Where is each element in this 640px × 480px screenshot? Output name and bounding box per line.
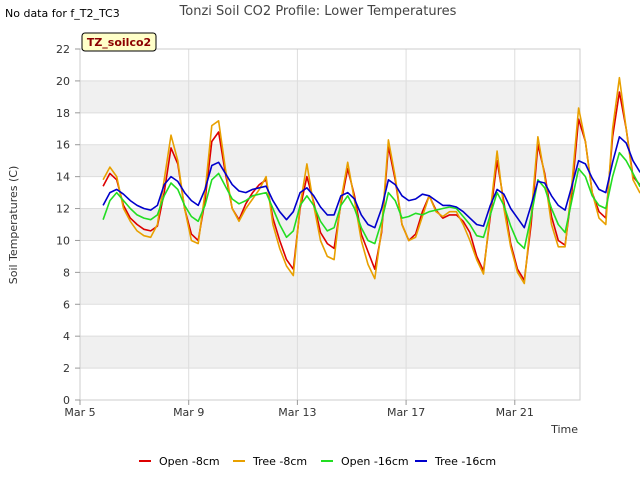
legend-item-label: Open -8cm xyxy=(159,455,220,468)
x-tick-label: Mar 9 xyxy=(173,406,204,419)
legend-item-label: Open -16cm xyxy=(341,455,409,468)
y-tick-label: 8 xyxy=(63,266,70,279)
y-tick-label: 16 xyxy=(56,139,70,152)
series-label-box: TZ_soilco2 xyxy=(81,32,157,52)
y-tick-label: 14 xyxy=(56,171,70,184)
x-tick-label: Mar 21 xyxy=(496,406,534,419)
plot-band xyxy=(80,336,580,369)
y-axis-ticks: 0 2 4 6 8 10 12 14 16 18 20 22 xyxy=(56,43,80,407)
plot-band xyxy=(80,80,580,113)
series-line-0 xyxy=(102,91,640,282)
no-data-note: No data for f_T2_TC3 xyxy=(5,7,120,20)
legend-item-label: Tree -16cm xyxy=(434,455,496,468)
series-line-2 xyxy=(102,151,640,250)
y-tick-label: 0 xyxy=(63,394,70,407)
legend-item-label: Tree -8cm xyxy=(252,455,307,468)
y-tick-label: 6 xyxy=(63,298,70,311)
y-axis-label: Soil Temperatures (C) xyxy=(7,166,20,285)
x-tick-label: Mar 13 xyxy=(278,406,316,419)
x-tick-label: Mar 5 xyxy=(64,406,95,419)
x-axis-ticks: Mar 5 Mar 9 Mar 13 Mar 17 Mar 21 xyxy=(64,400,534,419)
series-line-3 xyxy=(102,136,640,229)
legend: Open -8cm Tree -8cm Open -16cm Tree -16cm xyxy=(139,455,496,468)
plot-band xyxy=(80,208,580,241)
y-tick-label: 18 xyxy=(56,107,70,120)
x-tick-label: Mar 17 xyxy=(387,406,425,419)
series-lines xyxy=(102,76,640,285)
x-axis-label: Time xyxy=(550,423,578,436)
y-tick-label: 2 xyxy=(63,362,70,375)
plot-bands xyxy=(80,80,580,369)
y-tick-label: 12 xyxy=(56,203,70,216)
y-tick-label: 10 xyxy=(56,234,70,247)
chart-title: Tonzi Soil CO2 Profile: Lower Temperatur… xyxy=(179,4,457,19)
plot-frame xyxy=(79,48,581,401)
plot-band xyxy=(80,144,580,177)
series-label-box-text: TZ_soilco2 xyxy=(87,36,151,49)
y-tick-label: 20 xyxy=(56,75,70,88)
series-line-1 xyxy=(102,76,640,285)
y-tick-label: 22 xyxy=(56,43,70,56)
y-tick-label: 4 xyxy=(63,330,70,343)
plot-band xyxy=(80,272,580,305)
